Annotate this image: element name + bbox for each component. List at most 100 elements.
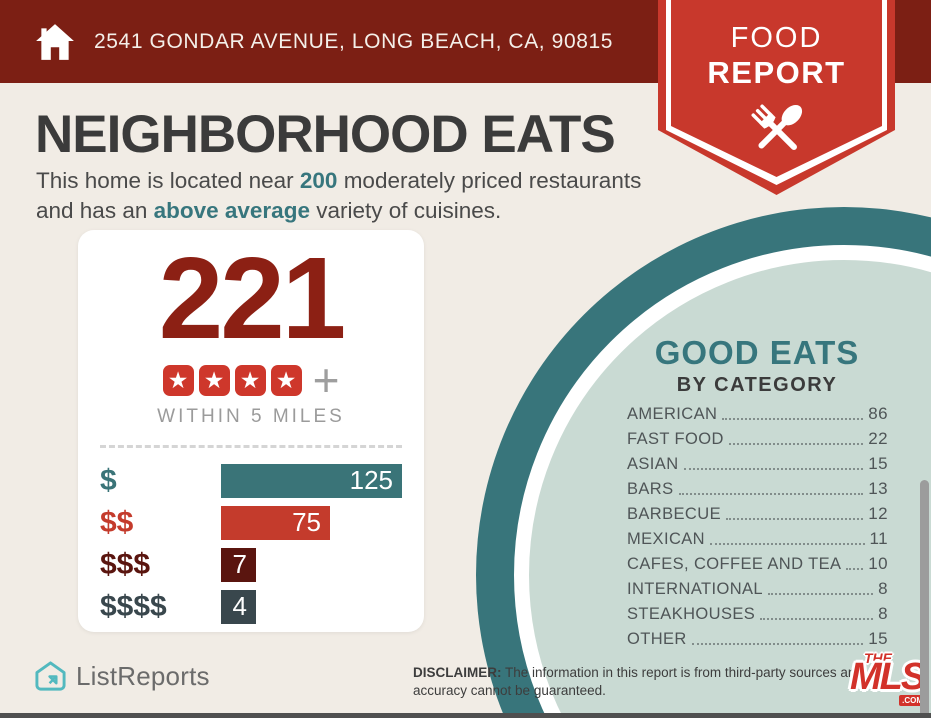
category-row: BARS 13 (627, 474, 888, 499)
subtitle-variety-highlight: above average (153, 198, 310, 224)
subtitle-text-3: variety of cuisines. (309, 198, 502, 224)
star-icon: ★ (162, 364, 194, 396)
category-value: 13 (868, 479, 888, 498)
price-level-label: $$$ (100, 547, 151, 581)
dot-leader (760, 618, 874, 620)
category-label: MEXICAN (627, 530, 705, 548)
bottom-border-bar (0, 713, 931, 718)
category-label: BARBECUE (627, 505, 721, 523)
category-row: BARBECUE 12 (627, 499, 888, 524)
category-row: STEAKHOUSES 8 (627, 599, 888, 624)
good-eats-header: GOOD EATS BY CATEGORY (624, 334, 890, 397)
category-row: ASIAN 15 (627, 449, 888, 474)
bottom-white-line (0, 718, 931, 720)
dashed-divider (100, 444, 402, 448)
dot-leader (725, 518, 864, 520)
category-row: INTERNATIONAL 8 (627, 574, 888, 599)
radius-caption: WITHIN 5 MILES (157, 405, 345, 427)
category-list: AMERICAN 86 FAST FOOD 22 ASIAN 15 BARS 13 BA… (627, 399, 888, 649)
dot-leader (846, 568, 864, 570)
subtitle-text-2: moderately priced restaurants and has an (36, 168, 642, 224)
category-label: CAFES, COFFEE AND TEA (627, 555, 842, 573)
dot-leader (722, 418, 864, 420)
crossed-spoon-fork-icon (750, 104, 802, 150)
star-icon: ★ (198, 364, 230, 396)
category-row: AMERICAN 86 (627, 399, 888, 424)
bar-value: 7 (232, 549, 247, 580)
price-bar: 4 (221, 589, 256, 624)
good-eats-title: GOOD EATS (654, 334, 860, 371)
subtitle-text-1: This home is located near (36, 168, 300, 193)
category-label: ASIAN (627, 455, 679, 473)
price-level-label: $ (100, 463, 117, 497)
dot-leader (678, 493, 864, 495)
mls-main-text: MLS (850, 656, 926, 698)
category-value: 11 (869, 529, 888, 548)
price-bar: 7 (221, 547, 256, 582)
dot-leader (728, 443, 864, 445)
category-value: 8 (878, 604, 888, 623)
restaurant-stats-card: 221 ★ ★ ★ ★ + WITHIN 5 MILES $ 125 $$ 75… (78, 230, 424, 632)
category-value: 15 (868, 454, 888, 473)
category-value: 12 (868, 504, 888, 523)
page-title: NEIGHBORHOOD EATS (35, 105, 616, 164)
mls-com-text: .COM (899, 695, 926, 706)
category-label: BARS (627, 480, 674, 498)
category-value: 10 (868, 554, 888, 573)
property-address: 2541 GONDAR AVENUE, LONG BEACH, CA, 9081… (94, 29, 614, 53)
star-glyph: ★ (239, 366, 261, 393)
category-label: FAST FOOD (627, 430, 724, 448)
dot-leader (691, 643, 864, 645)
listreports-wordmark: ListReports (76, 661, 210, 691)
category-row: MEXICAN 11 (627, 524, 888, 549)
star-rating: ★ ★ ★ ★ + (78, 354, 424, 406)
subtitle-count-highlight: 200 (299, 168, 338, 193)
badge-title-line2: REPORT (707, 55, 846, 90)
badge-content: FOOD REPORT (658, 0, 895, 168)
category-label: AMERICAN (627, 405, 718, 423)
star-glyph: ★ (275, 366, 297, 393)
star-icon: ★ (270, 364, 302, 396)
home-icon (36, 23, 74, 60)
dot-leader (683, 468, 864, 470)
bar-value: 4 (232, 591, 247, 622)
total-restaurants-count: 221 (158, 233, 347, 363)
star-glyph: ★ (203, 366, 225, 393)
listreports-logo: ListReports (34, 660, 210, 693)
price-bar-row: $$$ 7 (100, 547, 424, 582)
disclaimer: DISCLAIMER: The information in this repo… (413, 664, 875, 699)
vertical-scrollbar-thumb[interactable] (920, 480, 929, 720)
price-bar: 125 (221, 463, 402, 498)
price-bar-row: $$$$ 4 (100, 589, 424, 624)
price-level-bar-chart: $ 125 $$ 75 $$$ 7 $$$$ 4 (100, 463, 424, 624)
category-label: INTERNATIONAL (627, 580, 763, 598)
category-value: 15 (868, 629, 888, 648)
bar-value: 75 (292, 507, 321, 538)
category-value: 22 (868, 429, 888, 448)
category-label: STEAKHOUSES (627, 605, 756, 623)
category-value: 8 (878, 579, 888, 598)
disclaimer-text: The information in this report is from t… (413, 665, 863, 698)
good-eats-subtitle: BY CATEGORY (676, 374, 838, 396)
category-value: 86 (868, 404, 888, 423)
star-icon: ★ (234, 364, 266, 396)
price-level-label: $$$$ (100, 589, 167, 623)
mls-the-text: THE (864, 650, 892, 666)
dot-leader (768, 593, 874, 595)
price-bar: 75 (221, 505, 330, 540)
badge-title-line1: FOOD (730, 22, 823, 54)
the-mls-logo: THE MLS .COM (850, 650, 926, 708)
category-row: CAFES, COFFEE AND TEA 10 (627, 549, 888, 574)
star-glyph: ★ (167, 366, 189, 393)
disclaimer-label: DISCLAIMER: (413, 665, 502, 680)
price-bar-row: $ 125 (100, 463, 424, 498)
category-row: OTHER 15 (627, 624, 888, 649)
price-bar-row: $$ 75 (100, 505, 424, 540)
category-row: FAST FOOD 22 (627, 424, 888, 449)
page-subtitle: This home is located near 200 moderately… (36, 166, 661, 227)
bar-value: 125 (349, 465, 393, 496)
plus-icon: + (312, 354, 340, 406)
listreports-house-icon (35, 661, 66, 691)
